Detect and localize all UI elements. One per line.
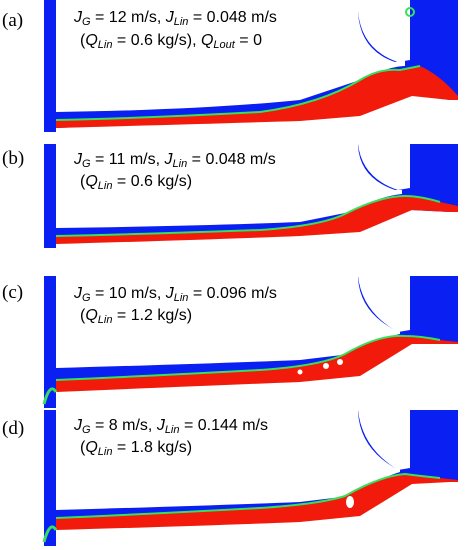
panel-b: (b) JG = 11 m/s, JLin = 0.048 m/s (QLin … <box>0 138 470 268</box>
jg-value: 12 m/s <box>108 9 157 26</box>
jg-value: 11 m/s <box>108 151 156 168</box>
qlin-value: 0.6 kg/s <box>130 32 187 49</box>
jlin-value: 0.096 m/s <box>206 285 277 302</box>
panel-label: (c) <box>2 282 24 303</box>
qlout-value: = 0 <box>234 32 262 49</box>
caption-line-2: (QLin = 1.2 kg/s) <box>80 307 193 326</box>
qlin-value: 0.6 kg/s <box>130 173 187 190</box>
jlin-value: 0.144 m/s <box>197 417 268 434</box>
caption-line-2: (QLin = 0.6 kg/s) <box>80 173 193 192</box>
simulation-image <box>38 0 458 135</box>
caption-line-1: JG = 10 m/s, JLin = 0.096 m/s <box>74 285 277 304</box>
caption-line-1: JG = 8 m/s, JLin = 0.144 m/s <box>74 417 268 436</box>
caption-line-1: JG = 12 m/s, JLin = 0.048 m/s <box>74 9 277 28</box>
simulation-image <box>42 276 458 408</box>
jg-value: 8 m/s <box>108 417 148 434</box>
caption-line-2: (QLin = 0.6 kg/s), QLout = 0 <box>80 32 262 51</box>
panel-label: (b) <box>2 148 25 169</box>
qlin-value: 1.2 kg/s <box>130 307 187 324</box>
panel-a: (a) JG = 12 m/s, JLin = 0.048 m/s (QLin … <box>0 0 470 135</box>
panel-label: (a) <box>2 10 24 31</box>
qlin-value: 1.8 kg/s <box>130 439 187 456</box>
panel-label: (d) <box>2 418 25 439</box>
panel-d: (d) JG = 8 m/s, JLin = 0.144 m/s (QLin =… <box>0 408 470 546</box>
panel-c: (c) JG = 10 m/s, JLin = 0.096 m/s (QLin … <box>0 272 470 408</box>
jg-value: 10 m/s <box>108 285 157 302</box>
jlin-value: 0.048 m/s <box>206 9 277 26</box>
simulation-image <box>42 410 458 546</box>
simulation-image <box>44 144 458 248</box>
caption-line-1: JG = 11 m/s, JLin = 0.048 m/s <box>74 151 276 170</box>
caption-line-2: (QLin = 1.8 kg/s) <box>80 439 193 458</box>
jlin-value: 0.048 m/s <box>205 151 276 168</box>
